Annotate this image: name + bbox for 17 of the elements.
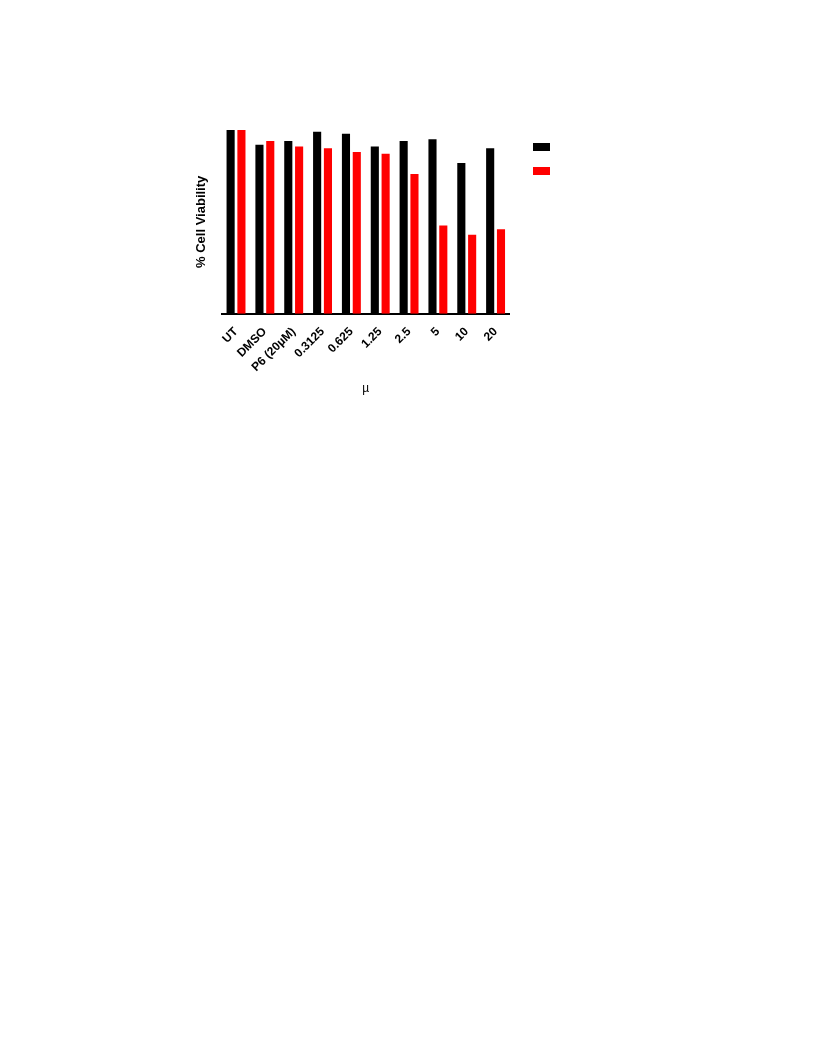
x-tick-label: 20 (480, 324, 501, 344)
x-tick-label: 2.5 (391, 324, 414, 346)
x-axis-title: µ (362, 381, 370, 396)
y-axis-title: % Cell Viability (193, 174, 209, 268)
bar (266, 141, 275, 314)
bar (381, 153, 390, 314)
bar (496, 229, 506, 314)
x-tick-label: 10 (451, 324, 472, 344)
x-tick-label: 5 (427, 324, 443, 339)
bar (410, 174, 419, 314)
bar (237, 130, 246, 314)
bar (295, 146, 304, 314)
bar (352, 152, 361, 314)
x-tick-label: UT (219, 323, 241, 346)
bar (323, 148, 332, 314)
bar (439, 225, 448, 314)
bar (468, 234, 477, 314)
